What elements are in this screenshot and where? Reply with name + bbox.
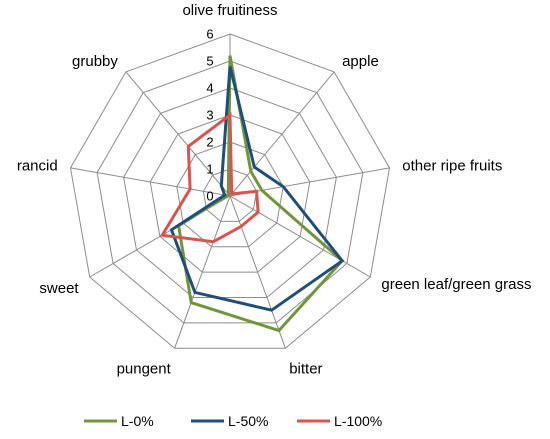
series-line bbox=[169, 66, 345, 312]
radar-grid bbox=[69, 33, 391, 349]
tick-label: 3 bbox=[206, 108, 213, 123]
tick-label: 5 bbox=[206, 54, 213, 69]
tick-label: 6 bbox=[206, 27, 213, 42]
grid-ring bbox=[149, 114, 311, 273]
grid-ring bbox=[202, 168, 258, 222]
series-line bbox=[159, 112, 260, 244]
legend-label: L-0% bbox=[121, 413, 154, 429]
series-lines bbox=[159, 55, 345, 333]
axis-label: other ripe fruits bbox=[402, 157, 502, 174]
axis-label: pungent bbox=[117, 360, 172, 377]
axis-label: green leaf/green grass bbox=[381, 276, 531, 293]
axis-label: grubby bbox=[72, 53, 118, 70]
tick-label: 1 bbox=[206, 162, 213, 177]
axis-spoke bbox=[229, 195, 371, 278]
tick-label: 0 bbox=[206, 189, 213, 204]
tick-label: 4 bbox=[206, 81, 213, 96]
grid-ring bbox=[123, 87, 337, 298]
tick-label: 2 bbox=[206, 135, 213, 150]
axis-label: olive fruitiness bbox=[182, 2, 277, 19]
axis-label: apple bbox=[342, 53, 379, 70]
axis-spoke bbox=[229, 195, 286, 349]
axis-spoke bbox=[229, 71, 335, 197]
legend-label: L-50% bbox=[228, 413, 268, 429]
radial-tick-labels: 0 1 2 3 4 5 6 bbox=[206, 27, 213, 204]
grid-ring bbox=[176, 141, 284, 248]
legend: L-0% L-50% L-100% bbox=[84, 413, 382, 429]
axis-spoke bbox=[125, 71, 231, 197]
axis-label: sweet bbox=[39, 280, 79, 297]
series-line bbox=[176, 55, 345, 333]
axis-spoke bbox=[70, 167, 231, 197]
axis-spoke bbox=[174, 195, 231, 349]
legend-label: L-100% bbox=[334, 413, 382, 429]
axis-label: bitter bbox=[289, 360, 322, 377]
grid-ring bbox=[96, 60, 364, 324]
axis-labels: olive fruitiness apple other ripe fruits gr… bbox=[17, 2, 532, 377]
axis-label: rancid bbox=[17, 157, 58, 174]
grid-ring bbox=[69, 33, 391, 349]
